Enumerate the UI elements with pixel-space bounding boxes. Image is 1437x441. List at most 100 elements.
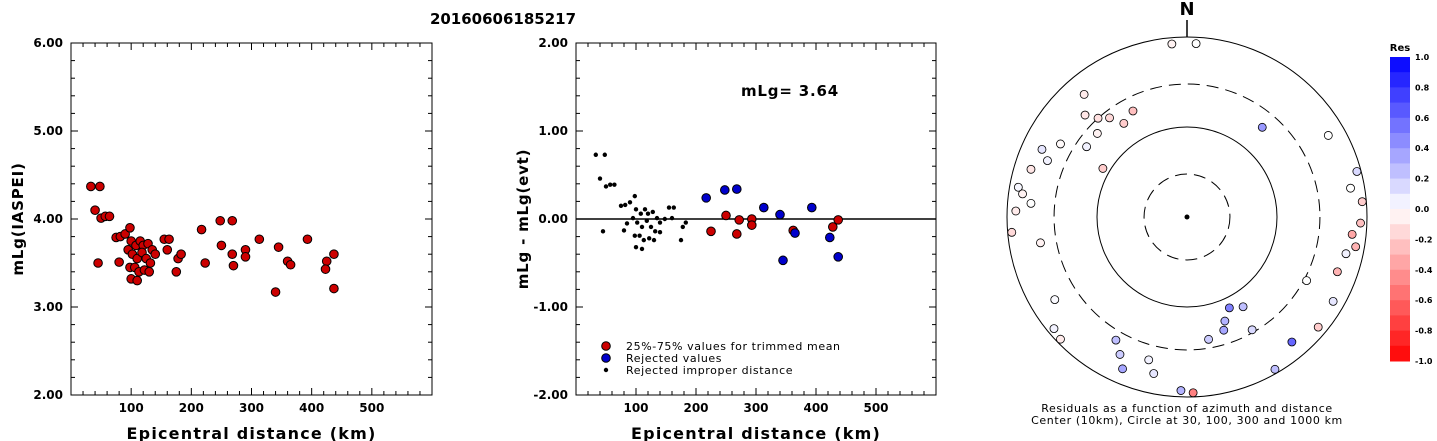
data-point: [144, 267, 155, 277]
range-circle-100km: [1096, 126, 1278, 308]
colorbar-swatch: [1390, 345, 1410, 362]
y-tick-label: 0.00: [538, 212, 568, 226]
legend-label: Rejected values: [626, 352, 722, 365]
range-circle-300km: [1053, 83, 1321, 351]
data-point: [176, 249, 186, 259]
x-tick-label: 500: [359, 401, 384, 415]
data-point-improper-distance: [657, 230, 663, 235]
colorbar-title: Res: [1390, 43, 1410, 54]
data-point-improper-distance: [666, 205, 672, 210]
data-point-improper-distance: [650, 209, 655, 215]
station-marker: [1238, 302, 1248, 312]
colorbar-tick-label: -0.8: [1415, 327, 1433, 336]
range-circle-30km: [1143, 173, 1231, 261]
station-marker: [1224, 303, 1234, 313]
data-point: [86, 181, 96, 192]
data-point: [162, 245, 173, 255]
colorbar-swatch: [1390, 117, 1410, 134]
y-tick-label: 3.00: [33, 300, 63, 314]
legend-marker: [601, 341, 611, 351]
legend-marker: [601, 353, 611, 363]
station-marker: [1351, 242, 1361, 252]
data-point-trimmed-mean: [734, 215, 745, 225]
data-point-improper-distance: [644, 218, 649, 223]
station-marker: [1098, 164, 1108, 173]
station-marker: [1270, 364, 1280, 374]
data-point-trimmed-mean: [828, 222, 838, 232]
colorbar-tick-label: 0.4: [1415, 144, 1430, 153]
map-caption-line1: Residuals as a function of azimuth and d…: [1041, 402, 1332, 415]
colorbar-swatch: [1390, 163, 1410, 180]
station-marker: [1049, 324, 1059, 334]
data-point: [150, 249, 161, 259]
colorbar-tick-label: 1.0: [1415, 53, 1430, 62]
station-marker: [1341, 249, 1351, 259]
colorbar-swatch: [1390, 300, 1410, 316]
colorbar-swatch: [1390, 102, 1410, 119]
station-marker: [1220, 316, 1230, 326]
data-point-rejected: [701, 193, 712, 203]
colorbar-swatch: [1390, 330, 1410, 347]
data-point-improper-distance: [602, 152, 607, 157]
colorbar-tick-label: 0.8: [1415, 83, 1430, 92]
data-point-improper-distance: [642, 207, 648, 212]
colorbar-swatch: [1390, 178, 1410, 195]
residual-vs-distance-chart: 100 200 300 400 500 -2.00 -1.00 0.00 1.00 2.00 Epi…: [514, 36, 937, 441]
data-point: [302, 234, 313, 245]
y-tick-label: -2.00: [533, 388, 568, 402]
x-axis-title: Epicentral distance (km): [631, 424, 881, 441]
data-point: [227, 249, 238, 259]
station-marker: [1188, 388, 1198, 398]
data-point: [90, 205, 100, 215]
data-point-improper-distance: [683, 220, 688, 225]
station-marker: [1056, 139, 1065, 149]
station-marker: [1219, 325, 1229, 335]
data-point-improper-distance: [633, 244, 639, 250]
station-marker: [1346, 183, 1355, 193]
station-marker: [1079, 90, 1089, 99]
station-marker: [1118, 364, 1127, 374]
station-marker: [1332, 267, 1342, 277]
x-tick-label: 200: [683, 401, 708, 415]
station-marker: [1043, 156, 1052, 166]
data-point-improper-distance: [623, 202, 628, 208]
data-point-rejected: [775, 209, 785, 220]
event-magnitude-label: mLg= 3.64: [741, 82, 839, 100]
colorbar-tick-label: -0.4: [1415, 266, 1433, 275]
station-marker: [1257, 122, 1267, 132]
data-point: [321, 256, 332, 267]
colorbar-tick-label: -0.2: [1415, 235, 1433, 244]
data-point: [196, 224, 207, 235]
data-point-improper-distance: [624, 221, 630, 226]
data-point-improper-distance: [651, 237, 657, 243]
data-point: [329, 249, 339, 259]
colorbar-swatch: [1390, 87, 1410, 104]
colorbar-swatch: [1390, 254, 1410, 271]
data-point-improper-distance: [662, 216, 667, 222]
data-point-rejected: [807, 202, 817, 213]
data-point-improper-distance: [608, 182, 613, 187]
station-marker: [1037, 144, 1047, 154]
data-point-improper-distance: [638, 211, 643, 216]
colorbar-swatch: [1390, 133, 1410, 149]
data-point-rejected: [778, 255, 788, 266]
data-point-improper-distance: [639, 246, 645, 252]
y-tick-label: 2.00: [538, 36, 568, 50]
x-tick-label: 300: [239, 401, 264, 415]
station-marker: [1080, 110, 1090, 120]
azimuth-residual-map: N Residuals as a function of azimuth and …: [1006, 0, 1368, 427]
station-marker: [1328, 296, 1338, 306]
data-point: [215, 215, 226, 226]
y-tick-label: 5.00: [33, 124, 63, 138]
colorbar-swatch: [1390, 148, 1410, 164]
data-point: [171, 267, 182, 277]
station-marker: [1111, 335, 1121, 345]
colorbar-tick-label: -1.0: [1415, 357, 1433, 366]
data-point-rejected: [790, 228, 800, 238]
station-marker: [1128, 106, 1138, 116]
data-point-trimmed-mean: [732, 229, 742, 239]
data-point: [132, 275, 142, 286]
data-point-improper-distance: [597, 176, 603, 181]
data-point: [104, 211, 115, 222]
